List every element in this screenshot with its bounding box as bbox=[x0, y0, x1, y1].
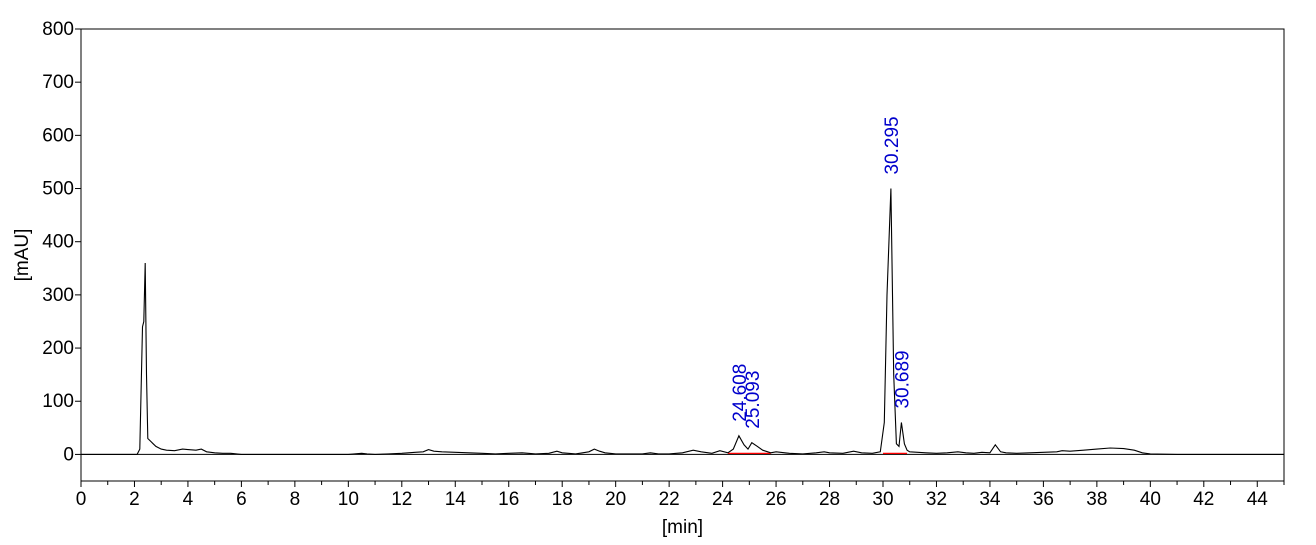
peak-label: 30.689 bbox=[892, 350, 913, 408]
y-tick-label: 500 bbox=[42, 179, 74, 200]
x-tick-label: 42 bbox=[1193, 489, 1214, 510]
x-tick-label: 2 bbox=[129, 489, 140, 510]
x-tick-label: 28 bbox=[819, 489, 840, 510]
x-tick-label: 38 bbox=[1086, 489, 1107, 510]
y-tick-label: 600 bbox=[42, 125, 74, 146]
x-tick-label: 12 bbox=[391, 489, 412, 510]
y-axis-label: [mAU] bbox=[12, 229, 33, 282]
x-tick-label: 10 bbox=[338, 489, 359, 510]
x-tick-label: 44 bbox=[1247, 489, 1269, 510]
x-axis: 0 2 4 6 8 10 12 14 16 18 20 22 24 26 28 30 32 34 36 38 40 42 4… bbox=[76, 481, 1285, 510]
y-tick-label: 100 bbox=[42, 391, 74, 412]
y-tick-label: 200 bbox=[42, 338, 74, 359]
x-tick-label: 26 bbox=[765, 489, 786, 510]
peak-label: 30.295 bbox=[882, 116, 903, 174]
x-tick-label: 20 bbox=[605, 489, 626, 510]
x-tick-label: 40 bbox=[1140, 489, 1161, 510]
x-tick-label: 22 bbox=[659, 489, 680, 510]
x-tick-label: 14 bbox=[445, 489, 467, 510]
x-tick-label: 34 bbox=[979, 489, 1001, 510]
peak-label: 25.093 bbox=[743, 371, 764, 429]
x-tick-label: 6 bbox=[236, 489, 247, 510]
y-tick-label: 400 bbox=[42, 232, 74, 253]
y-tick-label: 0 bbox=[63, 444, 74, 465]
x-tick-label: 18 bbox=[552, 489, 573, 510]
y-tick-label: 700 bbox=[42, 72, 74, 93]
y-tick-label: 300 bbox=[42, 285, 74, 306]
x-tick-label: 30 bbox=[872, 489, 893, 510]
x-tick-label: 32 bbox=[926, 489, 947, 510]
y-tick-label: 800 bbox=[42, 19, 74, 40]
chromatogram-trace bbox=[81, 188, 1284, 455]
x-axis-label: [min] bbox=[662, 517, 703, 538]
x-tick-label: 36 bbox=[1033, 489, 1054, 510]
x-tick-label: 0 bbox=[76, 489, 87, 510]
y-axis: 0 100 200 300 400 500 600 700 800 bbox=[42, 19, 81, 465]
peak-label: 24.608 bbox=[730, 364, 751, 422]
plot-frame bbox=[80, 28, 1285, 482]
x-tick-label: 16 bbox=[498, 489, 519, 510]
x-tick-label: 8 bbox=[290, 489, 301, 510]
x-tick-label: 4 bbox=[183, 489, 194, 510]
x-tick-label: 24 bbox=[712, 489, 734, 510]
